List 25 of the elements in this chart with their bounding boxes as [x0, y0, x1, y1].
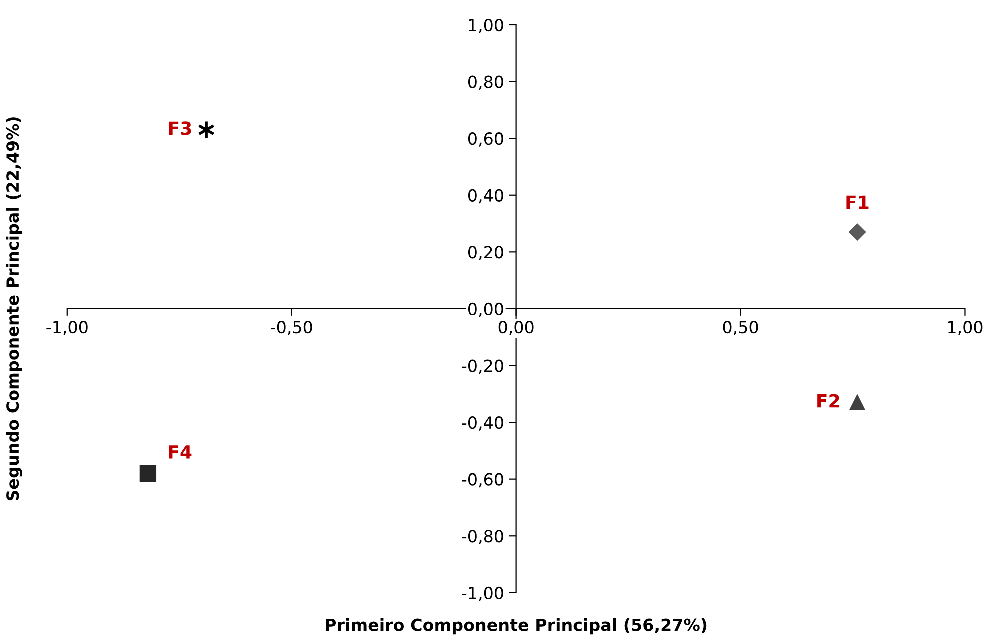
series-label: F4 — [169, 446, 192, 459]
series-label: F3 — [169, 122, 192, 136]
point — [140, 465, 157, 482]
series-label: F2 — [818, 394, 840, 408]
x-tick-label: -1,00 — [46, 321, 88, 336]
x-tick-label: -0,50 — [271, 321, 312, 336]
x-axis-title: Primeiro Componente Principal (56,27%) — [326, 618, 707, 635]
x-tick-label: 1,00 — [948, 321, 983, 336]
y-tick-label: 0,80 — [468, 76, 504, 90]
y-tick-label: 0,40 — [468, 189, 504, 204]
y-tick-label: -0,80 — [462, 530, 504, 544]
y-tick-label: -0,20 — [462, 360, 504, 374]
point — [850, 395, 866, 410]
y-tick-label: 0,00 — [468, 302, 504, 318]
series-label: F1 — [846, 196, 869, 210]
y-tick-label: -0,40 — [462, 416, 504, 431]
x-tick-label: 0,00 — [498, 321, 534, 336]
x-tick-label: 0,50 — [723, 321, 758, 336]
y-axis-title: Segundo Componente Principal (22,49%) — [6, 118, 22, 501]
point — [848, 224, 866, 241]
y-tick-label: 1,00 — [469, 18, 504, 34]
y-tick-label: -0,60 — [462, 473, 504, 488]
y-tick-label: 0,60 — [468, 132, 504, 147]
y-tick-label: 0,20 — [468, 246, 504, 260]
y-tick-label: -1,00 — [462, 586, 504, 602]
